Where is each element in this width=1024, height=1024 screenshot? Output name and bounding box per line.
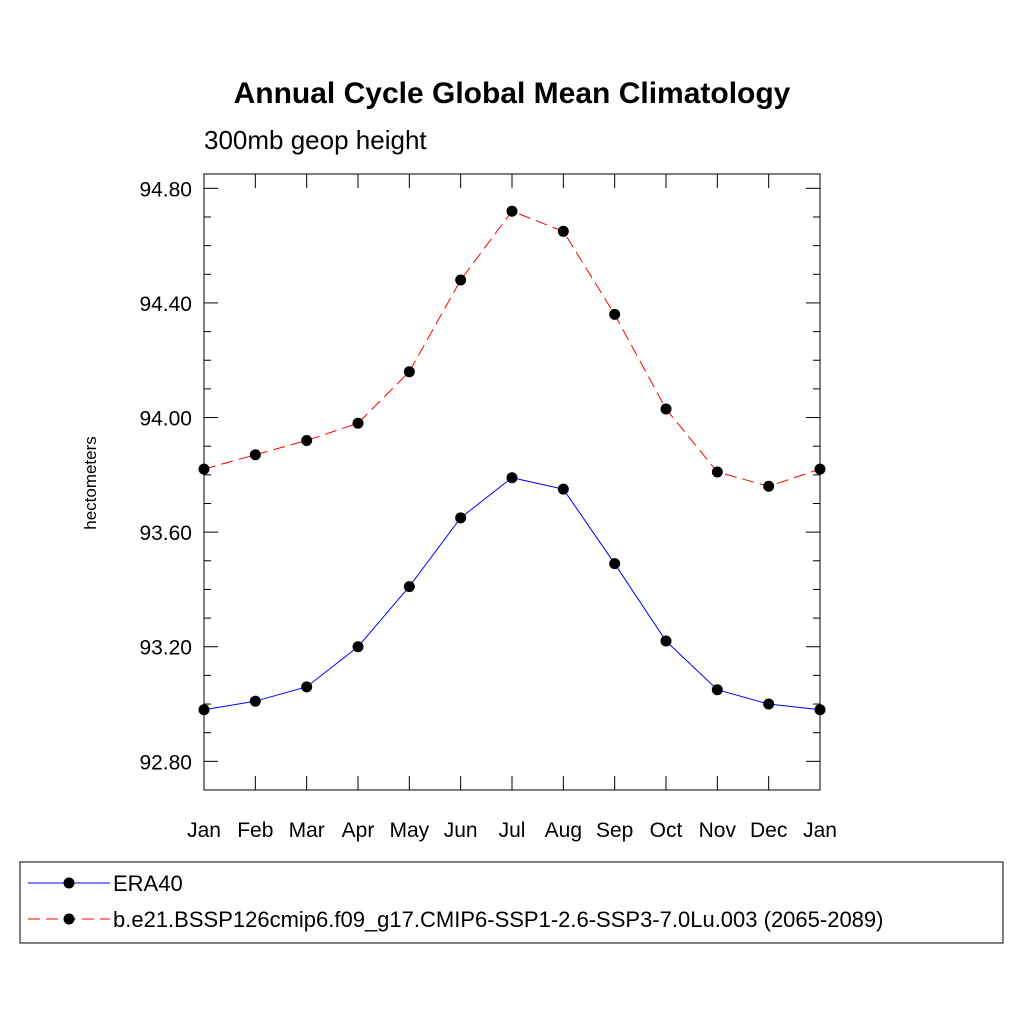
series-1-point <box>814 463 826 475</box>
series-1-point <box>249 449 261 461</box>
series-0-point <box>506 472 518 484</box>
series-0-point <box>198 704 210 716</box>
series-0-point <box>352 641 364 653</box>
series-0-point <box>814 704 826 716</box>
chart-title: Annual Cycle Global Mean Climatology <box>234 77 791 110</box>
y-tick-label: 94.00 <box>139 408 192 431</box>
x-tick-label: Jan <box>187 819 221 842</box>
series-line-0 <box>203 477 821 711</box>
axes: Jan Feb Mar Apr May Jun Jul Aug Sep Oct Nov Dec Jan 9… <box>139 174 837 842</box>
series-1-point <box>403 366 415 378</box>
chart-subtitle: 300mb geop height <box>204 125 427 155</box>
legend-label-1: b.e21.BSSP126cmip6.f09_g17.CMIP6-SSP1-2.… <box>113 907 883 932</box>
x-tick-label: May <box>389 819 429 842</box>
series-0-point <box>455 512 467 524</box>
series-1-point <box>609 308 621 320</box>
series-1-point <box>352 417 364 429</box>
series-lines <box>203 210 821 711</box>
series-1-point <box>711 466 723 478</box>
series-0-point <box>660 635 672 647</box>
x-tick-label: Jan <box>803 819 837 842</box>
y-tick-label: 93.60 <box>139 522 192 545</box>
y-axis-label: hectometers <box>81 436 100 530</box>
x-tick-label: Aug <box>545 819 582 842</box>
x-tick-label: Apr <box>342 819 375 842</box>
series-0-point <box>557 483 569 495</box>
series-markers <box>198 205 826 716</box>
legend-label-0: ERA40 <box>113 871 183 896</box>
series-1-point <box>763 480 775 492</box>
x-tick-label: Jul <box>499 819 526 842</box>
x-tick-label: Jun <box>444 819 478 842</box>
x-tick-label: Sep <box>596 819 633 842</box>
x-tick-label: Oct <box>650 819 683 842</box>
series-0-point <box>711 684 723 696</box>
series-1-point <box>660 403 672 415</box>
series-1-point <box>301 434 313 446</box>
y-tick-label: 93.20 <box>139 637 192 660</box>
series-0-point <box>301 681 313 693</box>
series-1-point <box>455 274 467 286</box>
series-0-point <box>609 558 621 570</box>
y-tick-label: 94.40 <box>139 293 192 316</box>
series-1-point <box>198 463 210 475</box>
legend: ERA40 b.e21.BSSP126cmip6.f09_g17.CMIP6-SS… <box>28 871 883 932</box>
series-1-point <box>506 205 518 217</box>
x-tick-label: Dec <box>750 819 787 842</box>
x-tick-label: Nov <box>699 819 737 842</box>
x-tick-label: Feb <box>237 819 273 842</box>
series-1-point <box>557 225 569 237</box>
legend-marker-1 <box>63 913 75 925</box>
y-tick-label: 92.80 <box>139 751 192 774</box>
x-tick-label: Mar <box>289 819 325 842</box>
legend-marker-0 <box>63 877 75 889</box>
legend-box <box>19 861 1004 944</box>
series-0-point <box>249 695 261 707</box>
series-0-point <box>763 698 775 710</box>
series-line-1 <box>203 210 821 487</box>
series-0-point <box>403 581 415 593</box>
y-tick-label: 94.80 <box>139 178 192 201</box>
